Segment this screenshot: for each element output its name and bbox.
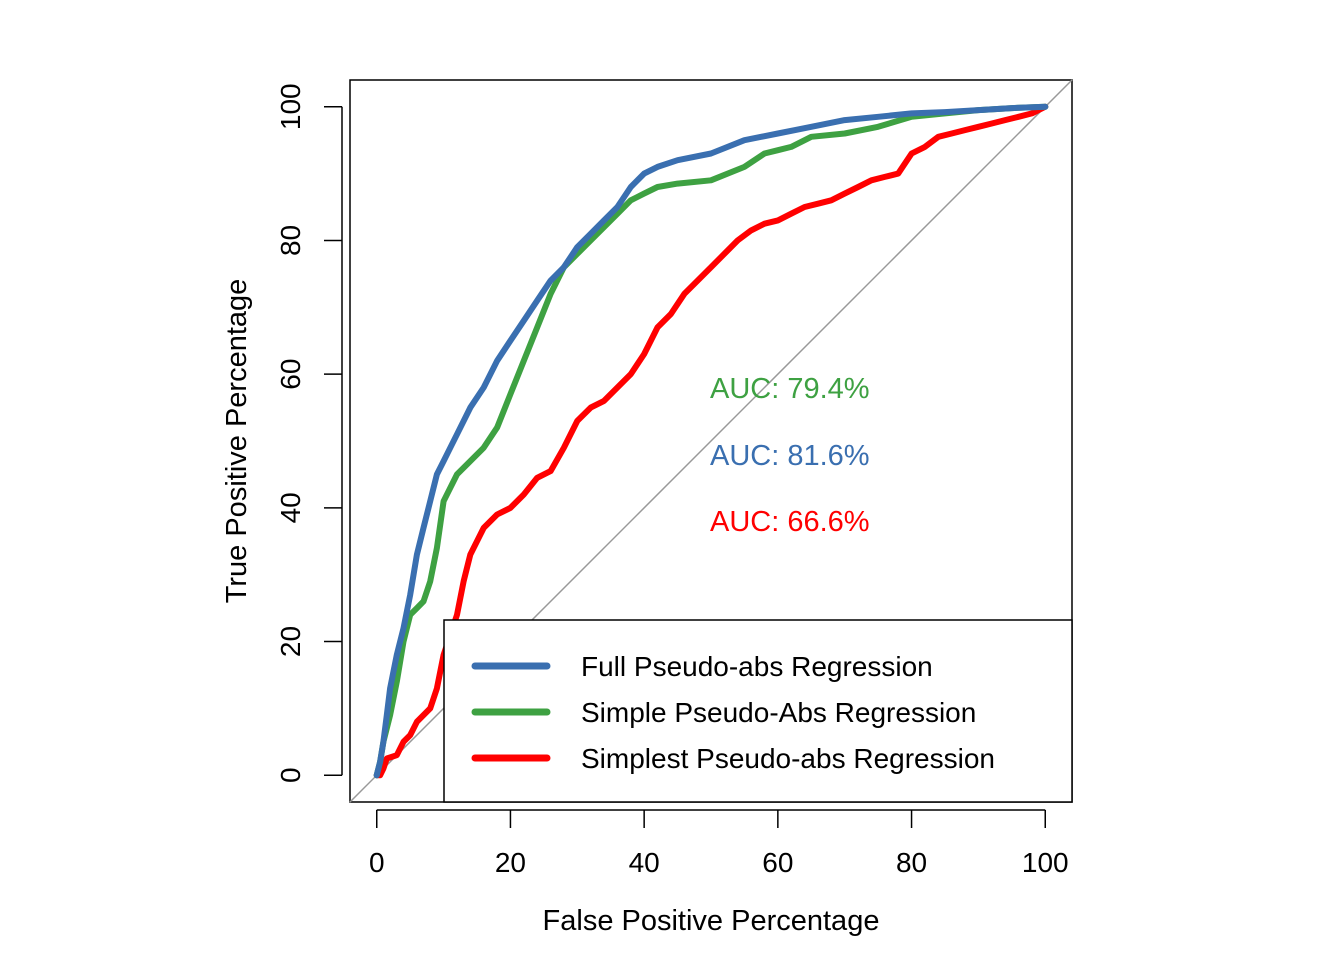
y-tick-label: 100 [275, 83, 306, 130]
y-tick-label: 20 [275, 626, 306, 657]
x-tick-label: 40 [629, 847, 660, 878]
legend: Full Pseudo-abs Regression Simple Pseudo… [443, 619, 1073, 803]
y-tick-label: 60 [275, 359, 306, 390]
auc-label-simplest: AUC: 66.6% [710, 506, 870, 538]
x-tick-label: 20 [495, 847, 526, 878]
series-line-full [373, 103, 1049, 779]
x-tick-label: 0 [369, 847, 385, 878]
legend-label-full: Full Pseudo-abs Regression [581, 651, 933, 682]
y-axis-title: True Positive Percentage [221, 279, 253, 604]
x-axis-title: False Positive Percentage [543, 905, 880, 937]
auc-label-full: AUC: 81.6% [710, 440, 870, 472]
series-line-simplest [373, 103, 1049, 779]
y-tick-label: 40 [275, 492, 306, 523]
x-tick-label: 60 [762, 847, 793, 878]
x-axis: 0 20 40 60 80 100 [369, 809, 1069, 878]
series-group [373, 103, 1049, 779]
legend-label-simple: Simple Pseudo-Abs Regression [581, 697, 976, 728]
y-axis: 0 20 40 60 80 100 [275, 83, 343, 783]
y-tick-label: 80 [275, 225, 306, 256]
x-tick-label: 100 [1022, 847, 1069, 878]
y-tick-label: 0 [275, 767, 306, 783]
auc-label-simple: AUC: 79.4% [710, 373, 870, 405]
x-tick-label: 80 [896, 847, 927, 878]
legend-label-simplest: Simplest Pseudo-abs Regression [581, 743, 995, 774]
